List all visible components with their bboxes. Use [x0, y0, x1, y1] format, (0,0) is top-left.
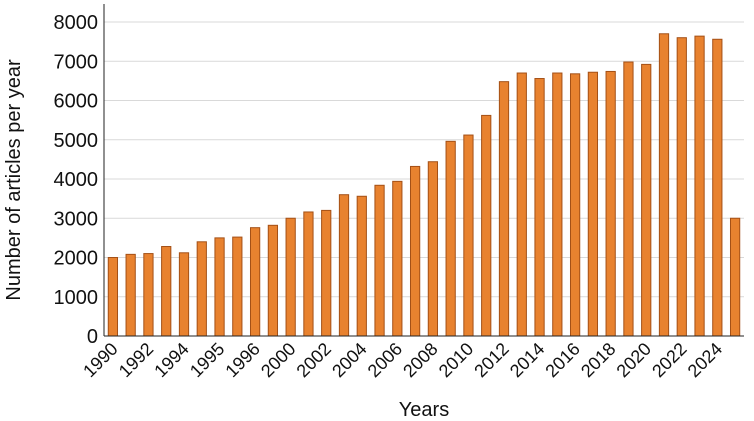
bar-2004 — [356, 195, 367, 337]
bar-2008 — [427, 161, 439, 337]
y-tick-label: 6000 — [54, 91, 99, 113]
x-tick-label: 2004 — [328, 339, 370, 381]
bar-2009 — [445, 140, 456, 337]
x-tick-label: 1990 — [79, 339, 121, 381]
bar-2014 — [534, 78, 545, 337]
x-tick-label: 2006 — [364, 339, 406, 381]
bar-2021 — [658, 33, 670, 337]
x-tick-labels: 1990199219941995199620002002200420062008… — [79, 339, 726, 381]
bar-2018 — [605, 70, 616, 337]
y-tick-label: 8000 — [54, 12, 99, 34]
x-tick-label: 2018 — [577, 339, 619, 381]
bars — [107, 33, 741, 337]
y-tick-label: 5000 — [54, 130, 99, 152]
bar-2016 — [569, 73, 581, 337]
x-tick-label: 2000 — [257, 339, 299, 381]
bar-2020 — [641, 63, 652, 337]
bar-2005 — [374, 184, 385, 337]
bar-1997 — [232, 236, 243, 337]
bar-1996 — [214, 237, 225, 337]
gridlines — [104, 21, 744, 298]
bar-2017 — [587, 71, 599, 337]
x-tick-label: 2024 — [684, 339, 726, 381]
x-tick-label: 2020 — [613, 339, 655, 381]
bar-2015 — [552, 72, 563, 337]
x-tick-label: 2010 — [435, 339, 477, 381]
bar-2006 — [392, 180, 403, 337]
bar-1991 — [125, 253, 136, 337]
bar-2001 — [303, 211, 314, 337]
x-tick-label: 1995 — [186, 339, 228, 381]
x-tick-label: 1994 — [150, 339, 192, 381]
bar-2003 — [338, 194, 350, 337]
bar-2000 — [285, 217, 296, 337]
x-tick-label: 2012 — [470, 339, 512, 381]
y-axis-title: Number of articles per year — [3, 59, 25, 301]
x-tick-label: 1996 — [221, 339, 263, 381]
bar-2010 — [463, 134, 474, 337]
x-tick-label: 1992 — [115, 339, 157, 381]
y-tick-label: 0 — [87, 326, 98, 348]
y-tick-label: 7000 — [54, 51, 99, 73]
x-tick-label: 2014 — [506, 339, 548, 381]
bar-1995 — [196, 241, 207, 337]
x-tick-label: 2016 — [541, 339, 583, 381]
bar-2019 — [623, 61, 634, 337]
bar-1994 — [178, 252, 190, 337]
x-tick-label: 2008 — [399, 339, 441, 381]
x-axis-title: Years — [399, 399, 449, 421]
bar-1992 — [143, 253, 154, 337]
bar-2025 — [729, 217, 741, 337]
bar-2024 — [712, 38, 723, 337]
bar-1998 — [249, 227, 261, 337]
y-tick-label: 4000 — [54, 169, 99, 191]
bar-1993 — [161, 246, 172, 337]
bar-2012 — [498, 81, 510, 337]
y-tick-labels: 0 1000 2000 3000 4000 5000 6000 7000 8000 — [54, 12, 99, 348]
y-tick-label: 3000 — [54, 208, 99, 230]
bar-2007 — [409, 165, 421, 337]
bar-2022 — [676, 37, 687, 337]
bar-2011 — [481, 114, 492, 337]
x-tick-label: 2002 — [293, 339, 335, 381]
x-tick-label: 2022 — [648, 339, 690, 381]
bar-1999 — [267, 224, 279, 337]
bar-2023 — [694, 35, 705, 337]
bar-2013 — [516, 72, 527, 337]
bar-1990 — [107, 257, 119, 337]
y-tick-label: 2000 — [54, 248, 99, 270]
bar-2002 — [321, 209, 332, 337]
y-tick-label: 1000 — [54, 287, 99, 309]
